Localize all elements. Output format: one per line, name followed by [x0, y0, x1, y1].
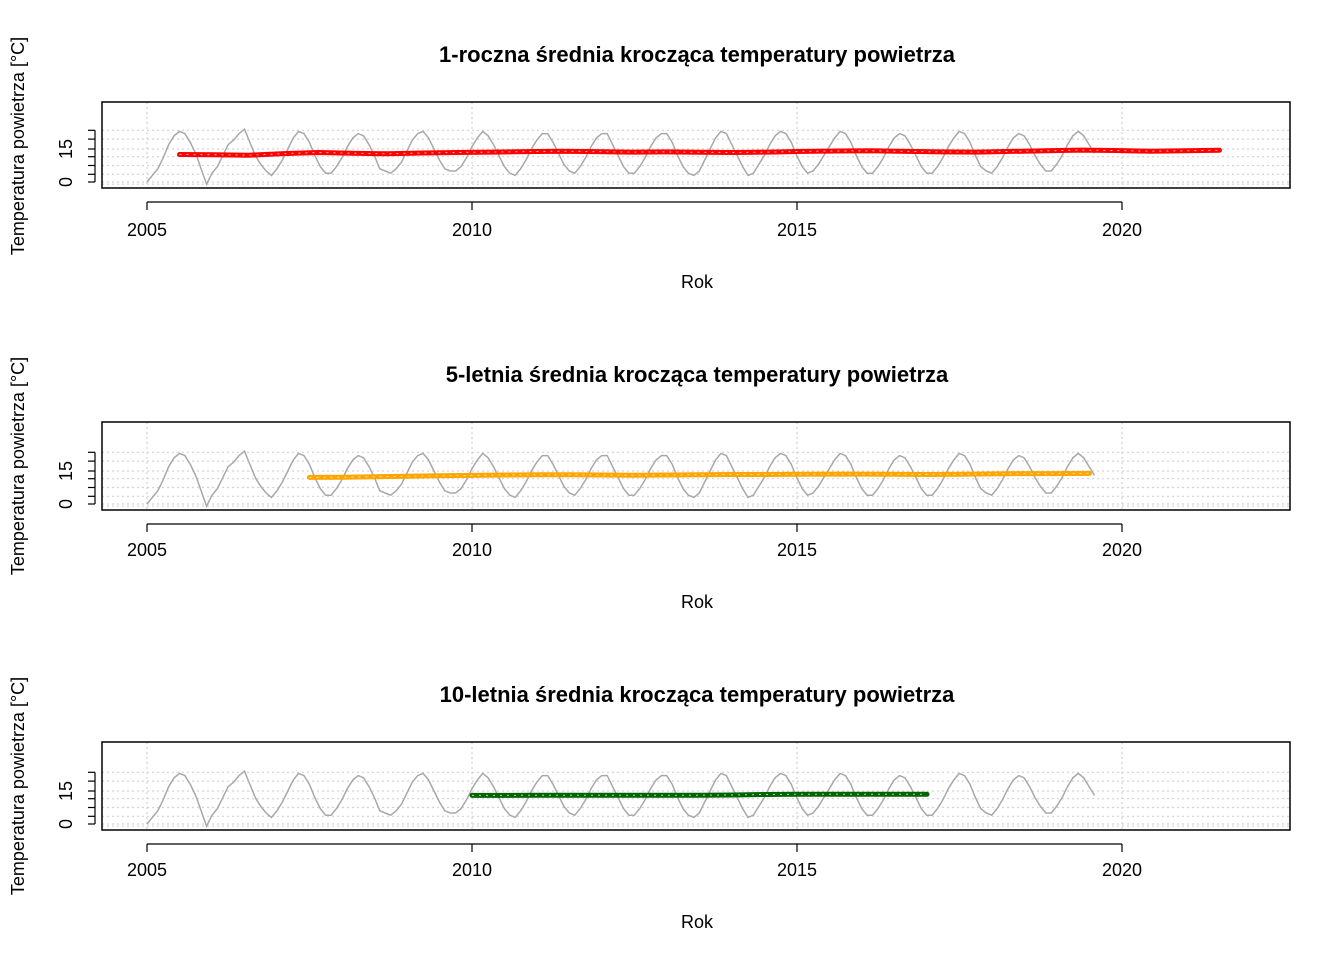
moving-average-line: [177, 147, 1222, 158]
moving-average-dots: [472, 793, 927, 796]
moving-average-line: [307, 470, 1092, 480]
chart-title: 5-letnia średnia krocząca temperatury po…: [446, 362, 949, 387]
y-tick-label: 15: [56, 461, 76, 481]
x-tick-label: 2005: [127, 220, 167, 240]
x-tick-label: 2005: [127, 540, 167, 560]
chart-title: 1-roczna średnia krocząca temperatury po…: [439, 42, 956, 67]
x-tick-label: 2020: [1102, 220, 1142, 240]
y-axis-label: Temperatura powietrza [°C]: [8, 37, 28, 255]
y-tick-label: 15: [56, 781, 76, 801]
plot-frame: [101, 741, 1291, 831]
y-tick-label: 0: [56, 177, 76, 187]
raw-temperature-line: [146, 769, 1096, 829]
x-tick-label: 2020: [1102, 540, 1142, 560]
x-axis-label: Rok: [681, 912, 714, 932]
x-tick-label: 2010: [452, 540, 492, 560]
chart-title: 10-letnia średnia krocząca temperatury p…: [440, 682, 956, 707]
x-tick-label: 2010: [452, 860, 492, 880]
x-axis-label: Rok: [681, 272, 714, 292]
x-tick-label: 2015: [777, 860, 817, 880]
x-tick-label: 2015: [777, 540, 817, 560]
x-tick-label: 2005: [127, 860, 167, 880]
y-axis-label: Temperatura powietrza [°C]: [8, 357, 28, 575]
raw-temperature-line: [146, 127, 1096, 187]
x-tick-label: 2010: [452, 220, 492, 240]
y-axis-label: Temperatura powietrza [°C]: [8, 677, 28, 895]
plot-frame: [101, 101, 1291, 189]
x-tick-label: 2015: [777, 220, 817, 240]
y-tick-label: 15: [56, 139, 76, 159]
y-tick-label: 0: [56, 499, 76, 509]
plot-frame: [101, 421, 1291, 511]
raw-temperature-line: [146, 449, 1096, 509]
x-axis-label: Rok: [681, 592, 714, 612]
y-tick-label: 0: [56, 819, 76, 829]
x-tick-label: 2020: [1102, 860, 1142, 880]
